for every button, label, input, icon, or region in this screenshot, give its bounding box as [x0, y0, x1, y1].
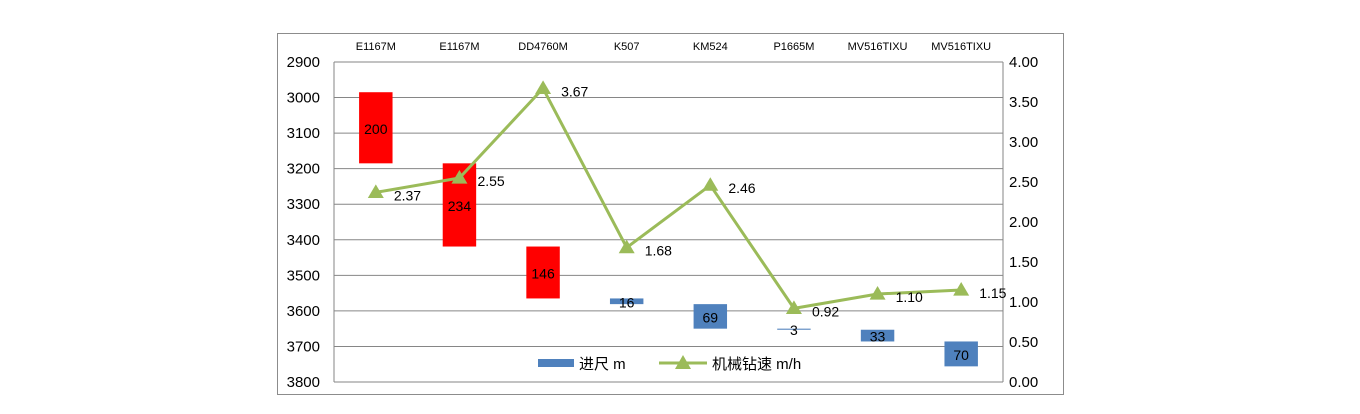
right-tick-label: 2.50: [1009, 174, 1038, 191]
left-tick-label: 3100: [287, 125, 320, 142]
category-label: K507: [614, 41, 640, 53]
rop-marker: [785, 300, 802, 314]
rop-value-label: 2.46: [728, 180, 755, 196]
rop-value-label: 1.10: [896, 289, 923, 305]
right-tick-label: 4.00: [1009, 54, 1038, 71]
bar-value-label: 200: [364, 121, 388, 137]
category-label: KM524: [693, 41, 728, 53]
right-tick-label: 0.50: [1009, 334, 1038, 351]
left-tick-label: 3200: [287, 161, 320, 178]
legend-bar-swatch: [538, 359, 574, 367]
category-label: MV516TIXU: [931, 41, 991, 53]
rop-value-label: 3.67: [561, 83, 588, 99]
right-tick-label: 1.00: [1009, 294, 1038, 311]
bar-value-label: 146: [531, 265, 555, 281]
left-tick-label: 3600: [287, 303, 320, 320]
category-label: E1167M: [439, 41, 479, 53]
rop-marker: [702, 177, 719, 191]
rop-value-label: 0.92: [812, 303, 839, 319]
rop-value-label: 1.15: [979, 285, 1006, 301]
category-label: DD4760M: [518, 41, 568, 53]
depth-bar: [609, 298, 644, 305]
left-tick-label: 3300: [287, 196, 320, 213]
rop-marker: [618, 239, 635, 254]
bar-value-label: 16: [619, 294, 635, 310]
right-tick-label: 2.00: [1009, 214, 1038, 231]
bar-value-label: 70: [953, 347, 969, 363]
legend-line-label: 机械钻速 m/h: [712, 356, 801, 373]
right-tick-label: 1.50: [1009, 254, 1038, 271]
right-tick-label: 0.00: [1009, 374, 1038, 391]
depth-bar: [693, 304, 728, 329]
rop-line: [375, 86, 962, 310]
rop-value-label: 1.68: [645, 243, 672, 259]
depth-bar: [526, 246, 560, 299]
left-tick-label: 3700: [287, 338, 320, 355]
left-tick-label: 3800: [287, 374, 320, 391]
bar-value-label: 3: [790, 322, 798, 338]
bar-value-label: 234: [448, 198, 472, 214]
chart-svg: 2900300031003200330034003500360037003800…: [287, 41, 1039, 391]
left-tick-label: 3000: [287, 90, 320, 107]
bar-value-label: 33: [870, 329, 886, 345]
legend-line-marker: [675, 355, 691, 369]
rop-marker: [869, 286, 886, 300]
rop-marker: [451, 170, 468, 184]
category-label: MV516TIXU: [848, 41, 908, 53]
legend-bar-label: 进尺 m: [579, 356, 626, 373]
rop-marker: [535, 80, 552, 94]
category-label: E1167M: [356, 41, 396, 53]
right-tick-label: 3.00: [1009, 134, 1038, 151]
rop-value-label: 2.37: [394, 187, 421, 203]
left-tick-label: 3400: [287, 232, 320, 249]
rop-marker: [953, 282, 970, 296]
depth-bar: [860, 329, 895, 342]
chart-frame: 2900 3000 3100 3200 3300 3400 3500 3600 3700 3800…: [277, 33, 1064, 395]
rop-value-label: 2.55: [477, 173, 504, 189]
right-tick-label: 3.50: [1009, 94, 1038, 111]
depth-bar: [359, 92, 393, 164]
depth-bar: [944, 341, 978, 367]
left-tick-label: 2900: [287, 54, 320, 71]
category-label: P1665M: [773, 41, 814, 53]
left-tick-label: 3500: [287, 267, 320, 284]
bar-value-label: 69: [703, 309, 719, 325]
rop-marker: [367, 184, 384, 198]
depth-bar: [777, 328, 811, 330]
